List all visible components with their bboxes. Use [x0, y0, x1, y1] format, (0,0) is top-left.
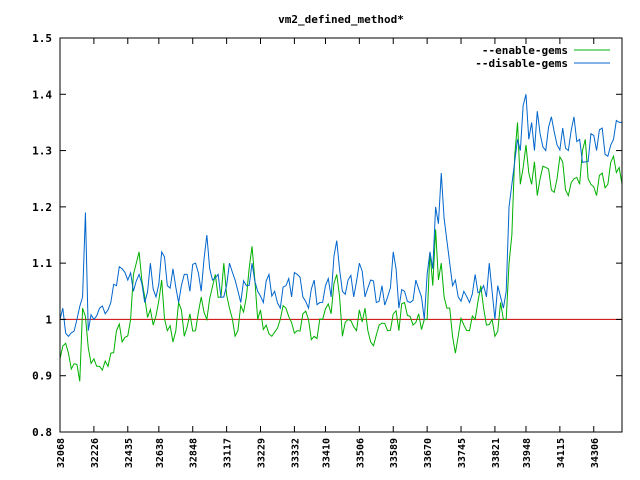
series-group [59, 94, 623, 382]
series-line-disable-gems [59, 94, 622, 338]
y-tick-label: 1.1 [32, 257, 52, 270]
plot-frame [59, 37, 623, 433]
x-tick-label: 32638 [155, 438, 166, 468]
series-line-enable-gems [59, 122, 623, 382]
x-tick-label: 33229 [257, 438, 268, 468]
x-tick-label: 32435 [124, 438, 135, 468]
x-tick-label: 33589 [389, 438, 400, 468]
x-tick-label: 33948 [522, 438, 533, 468]
x-axis: 32068 32226 32435 32638 32848 33117 33229 33332… [56, 38, 601, 468]
x-tick-label: 33670 [423, 438, 434, 468]
x-tick-label: 32226 [90, 438, 101, 468]
y-tick-label: 1.5 [32, 32, 52, 45]
y-tick-label: 0.8 [32, 426, 52, 439]
y-tick-label: 1.3 [32, 145, 52, 158]
x-tick-label: 34115 [556, 438, 567, 468]
x-tick-label: 33332 [290, 438, 301, 468]
legend-label: --enable-gems [482, 44, 568, 57]
x-tick-label: 33745 [457, 438, 468, 468]
x-tick-label: 32068 [56, 438, 67, 468]
x-tick-label: 33117 [223, 438, 234, 468]
x-tick-label: 32848 [189, 438, 200, 468]
x-tick-label: 33506 [355, 438, 366, 468]
y-tick-label: 0.9 [32, 370, 52, 383]
chart-title: vm2_defined_method* [278, 13, 404, 26]
y-tick-label: 1.4 [32, 88, 52, 101]
x-tick-label: 33410 [321, 438, 332, 468]
x-tick-label: 34306 [590, 438, 601, 468]
legend: --enable-gems--disable-gems [475, 44, 610, 70]
legend-label: --disable-gems [475, 57, 568, 70]
y-tick-label: 1.2 [32, 201, 52, 214]
y-tick-label: 1 [45, 313, 52, 326]
x-tick-label: 33821 [491, 438, 502, 468]
y-axis: 0.8 0.9 1 1.1 1.2 1.3 1.4 1.5 [32, 32, 622, 439]
